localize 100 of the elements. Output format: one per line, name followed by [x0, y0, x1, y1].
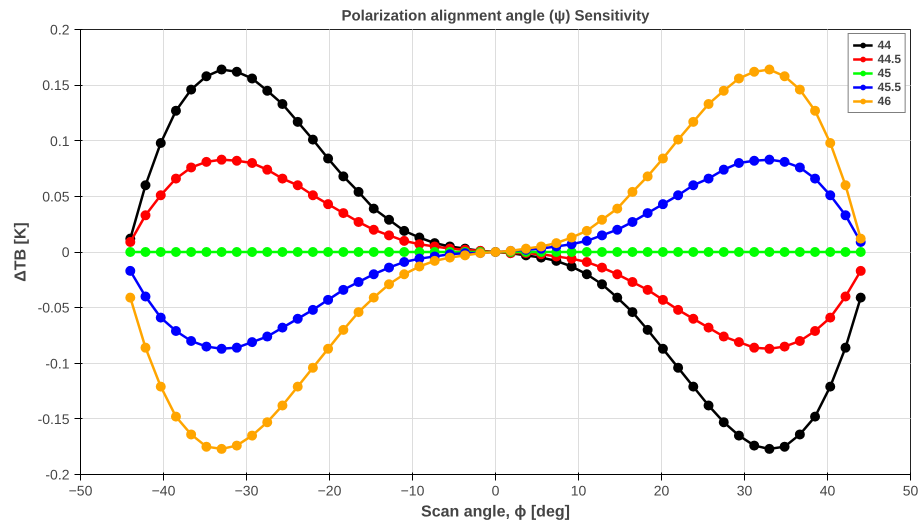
point	[612, 292, 622, 303]
point	[582, 257, 592, 268]
point	[125, 266, 136, 276]
point	[156, 190, 166, 200]
point	[338, 247, 348, 257]
y-tick-label: 0	[62, 244, 70, 260]
point	[232, 342, 242, 353]
point	[125, 247, 136, 257]
point	[125, 236, 136, 247]
point	[596, 279, 607, 290]
point	[658, 344, 668, 354]
point	[749, 440, 760, 451]
point	[338, 284, 348, 295]
x-tick-label: 0	[492, 482, 500, 498]
point	[232, 440, 242, 451]
point	[794, 429, 805, 440]
point	[825, 382, 836, 392]
point	[642, 208, 653, 218]
legend-label: 44.5	[878, 52, 901, 66]
point	[794, 162, 805, 172]
point	[384, 230, 394, 240]
point	[292, 116, 303, 127]
point	[308, 247, 318, 257]
point	[642, 284, 653, 295]
point	[734, 430, 744, 441]
point	[368, 269, 379, 280]
point	[810, 174, 820, 184]
point	[354, 307, 364, 318]
point	[794, 247, 805, 257]
point	[566, 232, 577, 243]
point	[216, 444, 227, 454]
point	[414, 261, 424, 272]
point	[140, 247, 150, 257]
point	[627, 216, 638, 227]
point	[399, 226, 410, 236]
point	[734, 158, 744, 168]
point	[308, 304, 318, 315]
legend-label: 45.5	[878, 80, 901, 94]
point	[810, 106, 820, 116]
point	[338, 171, 348, 182]
legend-label: 45	[878, 66, 892, 80]
point	[658, 154, 668, 164]
point	[186, 429, 196, 440]
point	[749, 247, 760, 257]
point	[856, 234, 866, 244]
point	[216, 154, 227, 165]
point	[262, 86, 272, 96]
point	[764, 444, 774, 454]
point	[277, 247, 288, 257]
point	[673, 247, 684, 257]
point	[247, 430, 258, 441]
point	[673, 304, 684, 315]
point	[764, 344, 774, 354]
point	[840, 247, 851, 257]
point	[140, 180, 150, 190]
point	[780, 156, 790, 167]
point	[292, 180, 303, 190]
point	[247, 158, 258, 168]
point	[856, 266, 866, 276]
point	[612, 224, 622, 235]
point	[780, 442, 790, 452]
point	[627, 247, 638, 257]
point	[704, 322, 714, 333]
point	[734, 73, 744, 84]
point	[277, 400, 288, 411]
y-tick-label: -0.2	[45, 466, 70, 482]
point	[749, 156, 760, 166]
chart-title: Polarization alignment angle (ψ) Sensitivity	[341, 8, 650, 24]
point	[642, 247, 653, 257]
point	[749, 66, 760, 77]
point	[718, 417, 729, 428]
point	[596, 214, 607, 225]
legend-label: 44	[878, 38, 892, 52]
y-tick-label: 0.05	[42, 188, 70, 204]
point	[354, 216, 364, 227]
point	[384, 279, 394, 290]
y-axis-title: ΔTB [K]	[12, 222, 30, 282]
point	[247, 247, 258, 257]
point	[323, 154, 334, 164]
point	[627, 277, 638, 288]
point	[201, 71, 212, 82]
point	[794, 84, 805, 95]
point	[156, 247, 166, 257]
point	[856, 247, 866, 257]
point	[201, 342, 212, 352]
point	[840, 292, 851, 302]
point	[536, 241, 546, 252]
x-tick-label: 50	[902, 482, 918, 498]
point	[718, 247, 729, 257]
point	[186, 247, 196, 257]
point	[186, 162, 196, 172]
point	[673, 134, 684, 145]
y-tick-label: -0.15	[38, 410, 70, 427]
point	[780, 247, 790, 257]
point	[688, 180, 698, 190]
point	[140, 292, 150, 302]
point	[780, 342, 790, 352]
point	[612, 269, 622, 280]
x-tick-label: 20	[654, 482, 670, 498]
point	[825, 247, 836, 257]
